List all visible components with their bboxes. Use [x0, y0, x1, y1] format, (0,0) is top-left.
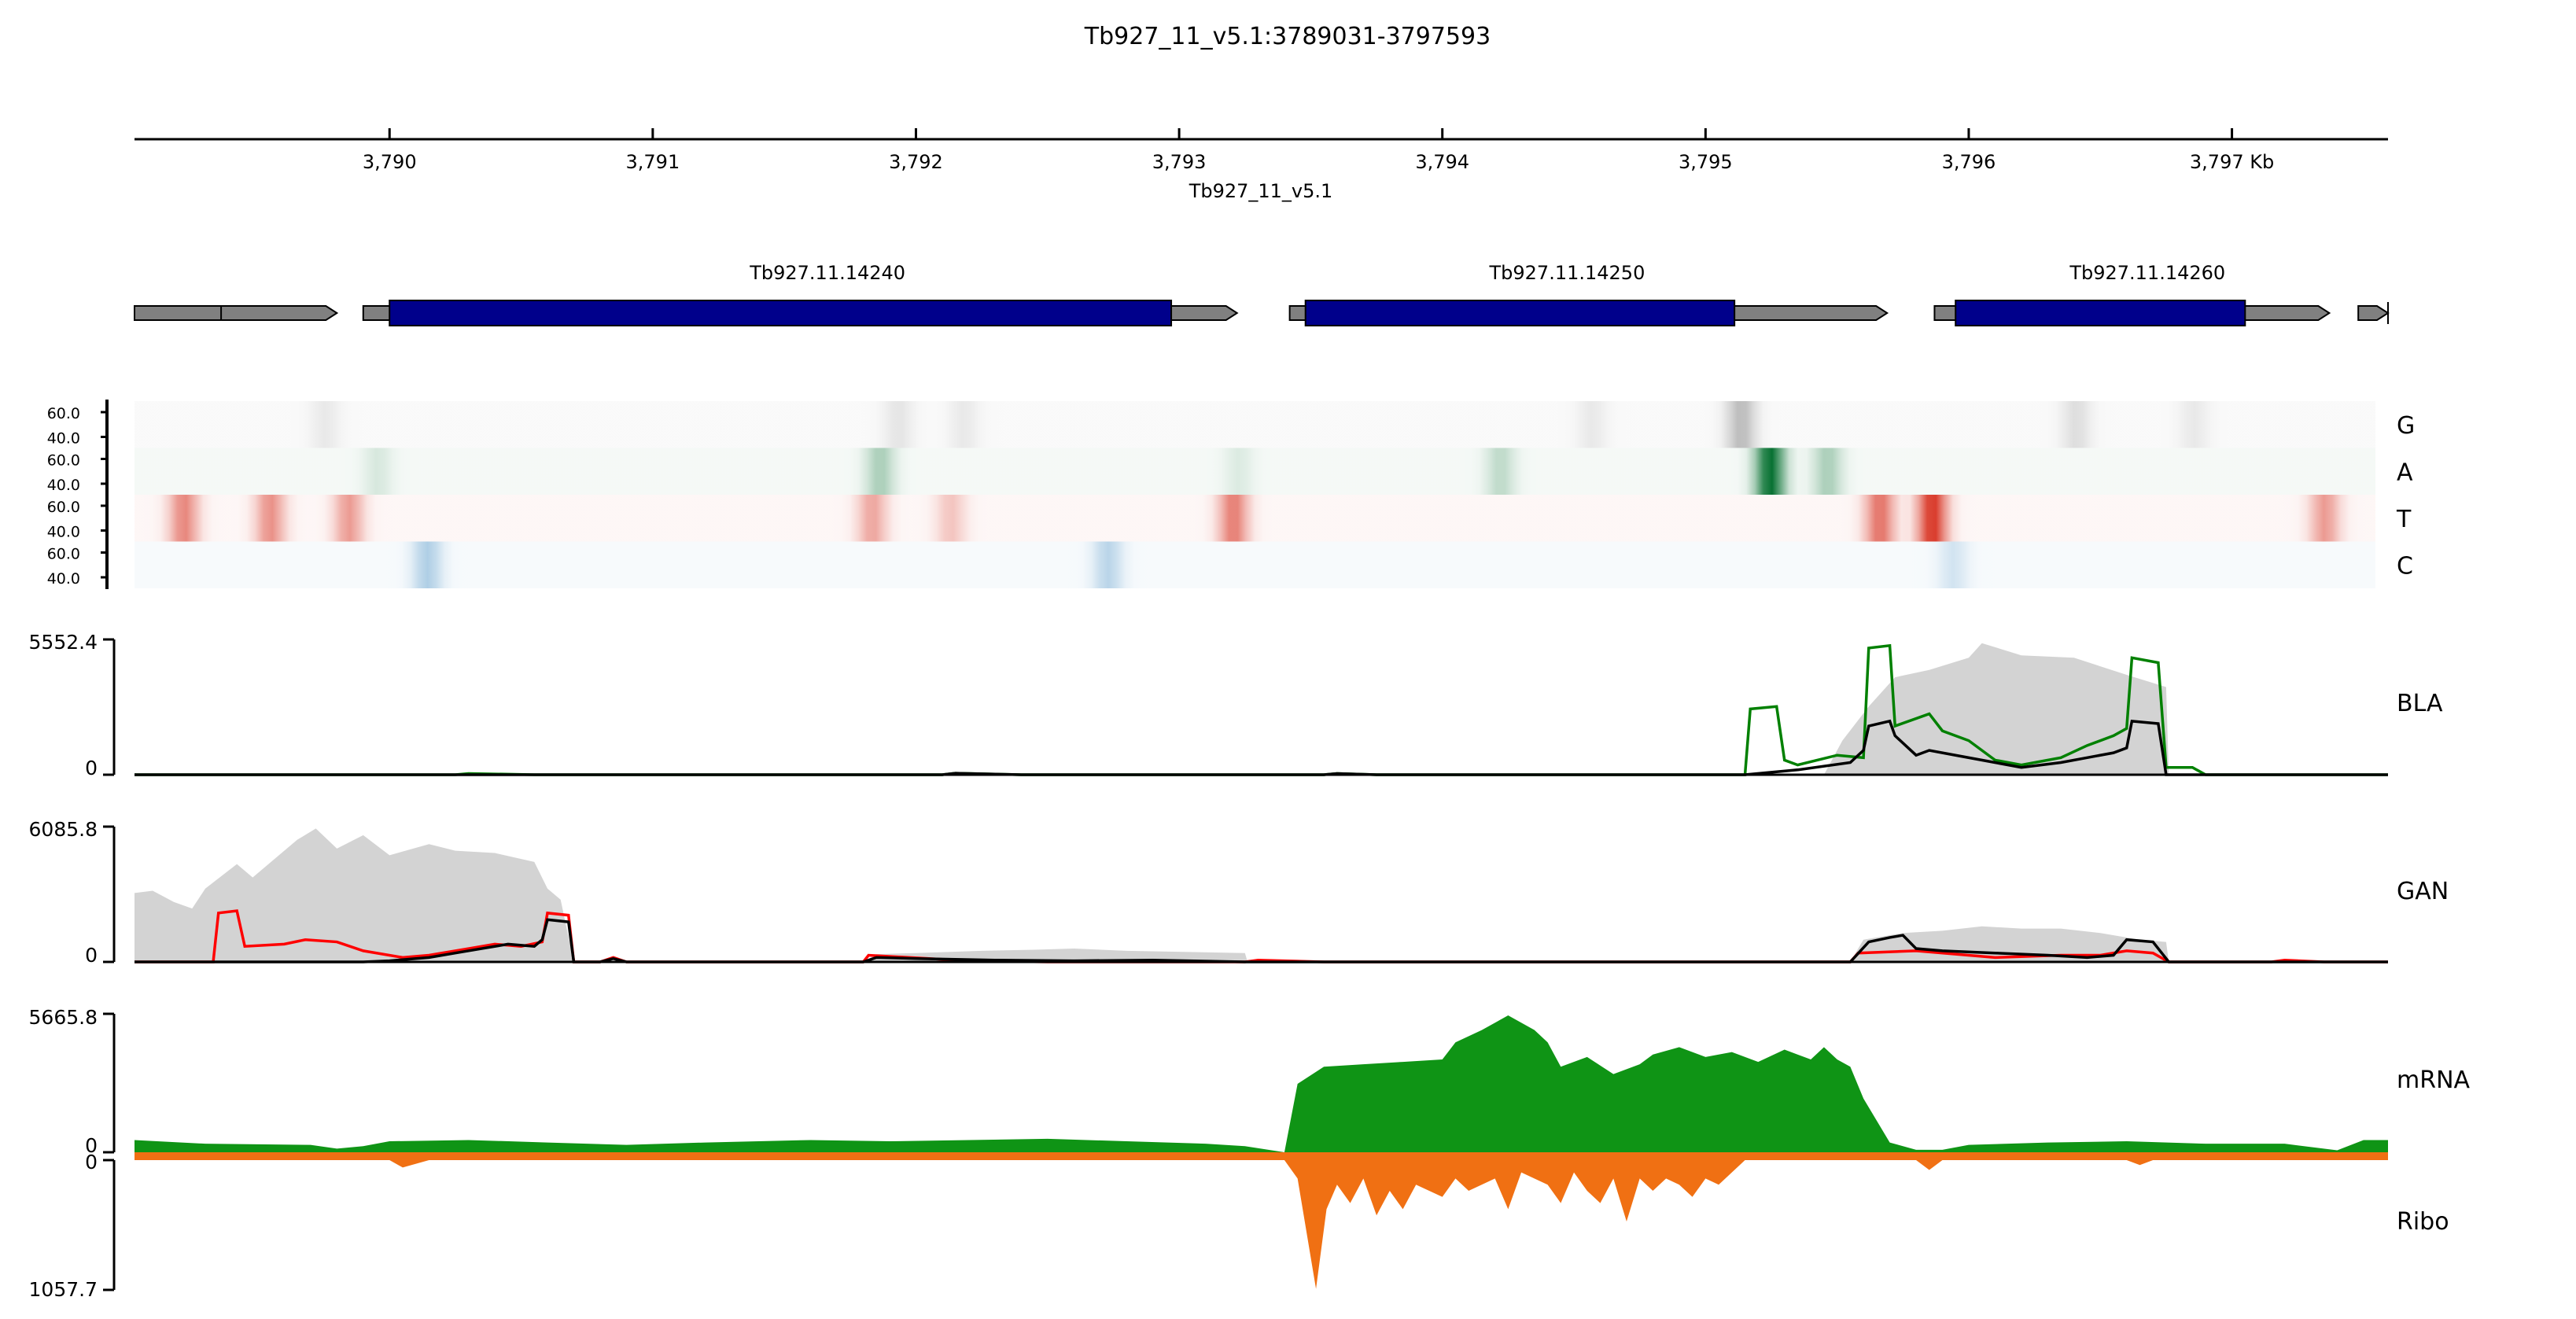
- gene-track: Tb927.11.14240 Tb927.11.14250 Tb927.11.142…: [134, 262, 2390, 326]
- gene-utr-4: [2357, 305, 2390, 321]
- heatmap-ytick-label-0-1: 40.0: [47, 430, 80, 448]
- gene-label-3: Tb927.11.14260: [2069, 262, 2225, 284]
- bla-area-series-0: [135, 643, 2388, 775]
- heatmap-row-A: [135, 448, 2375, 495]
- gene-utr-0: [134, 305, 339, 321]
- gan-ymax: 6085.8: [29, 818, 98, 841]
- bla-ymin: 0: [85, 757, 98, 779]
- gan-line-series-2: [135, 918, 2388, 963]
- mrna-track-label: mRNA: [2397, 1067, 2471, 1094]
- heatmap-ytick-label-1-1: 40.0: [47, 477, 80, 494]
- gene-cds-3: [1955, 300, 2246, 326]
- heatmap-row-C: [135, 541, 2375, 588]
- heatmap-row-label-C: C: [2397, 552, 2413, 580]
- bla-track: 5552.4 0 BLA: [29, 631, 2443, 779]
- heatmap-row-G: [135, 401, 2375, 448]
- heatmap-ytick-label-0-0: 60.0: [47, 405, 80, 422]
- heatmap-row-label-T: T: [2396, 506, 2412, 533]
- heatmap-row-label-G: G: [2397, 412, 2415, 440]
- bla-ymax: 5552.4: [29, 631, 98, 654]
- heatmap-ytick-label-3-1: 40.0: [47, 570, 80, 588]
- ribo-area: [135, 1152, 2388, 1289]
- x-tick-label-6: 3,796: [1942, 151, 1996, 173]
- mrna-ymin: 0: [85, 1134, 98, 1157]
- ribo-ymax: 1057.7: [29, 1278, 98, 1301]
- ribo-track-label: Ribo: [2397, 1208, 2449, 1236]
- gan-ymin: 0: [85, 944, 98, 967]
- gene-cds-2: [1304, 300, 1736, 326]
- x-axis-ticks: 3,790 3,791 3,792 3,793 3,794 3,795 3,796 3,797…: [363, 128, 2274, 173]
- ribo-ymin: 0: [85, 1151, 98, 1173]
- gan-area-series-0: [135, 828, 2388, 962]
- heatmap-row-T: [135, 495, 2375, 542]
- x-tick-label-3: 3,793: [1152, 151, 1207, 173]
- chart-title: Tb927_11_v5.1:3789031-3797593: [1084, 23, 1491, 50]
- gene-cds-1: [389, 300, 1173, 326]
- gan-track: 6085.8 0 GAN: [29, 818, 2449, 967]
- heatmap-row-label-A: A: [2397, 459, 2413, 486]
- x-axis-label: Tb927_11_v5.1: [1188, 180, 1333, 202]
- gene-label-2: Tb927.11.14250: [1488, 262, 1645, 284]
- x-axis: 3,790 3,791 3,792 3,793 3,794 3,795 3,796 3,797…: [135, 128, 2388, 202]
- heatmap-ytick-label-2-1: 40.0: [47, 524, 80, 541]
- mrna-ymax: 5665.8: [29, 1006, 98, 1029]
- x-tick-label-2: 3,792: [889, 151, 943, 173]
- mrna-area: [135, 1015, 2388, 1152]
- gan-track-label: GAN: [2397, 878, 2449, 905]
- mrna-ribo-track: 5665.8 0 mRNA 0 1057.7 Ribo: [29, 1006, 2471, 1301]
- x-tick-label-7: 3,797 Kb: [2190, 151, 2274, 173]
- heatmap-ytick-label-2-0: 60.0: [47, 499, 80, 516]
- x-tick-label-4: 3,794: [1415, 151, 1469, 173]
- gene-label-1: Tb927.11.14240: [749, 262, 905, 284]
- x-tick-label-1: 3,791: [626, 151, 680, 173]
- x-tick-label-0: 3,790: [363, 151, 417, 173]
- bla-track-label: BLA: [2397, 690, 2443, 717]
- x-tick-label-5: 3,795: [1679, 151, 1733, 173]
- heatmap-ytick-label-3-0: 60.0: [47, 546, 80, 563]
- heatmap-ytick-label-1-0: 60.0: [47, 452, 80, 470]
